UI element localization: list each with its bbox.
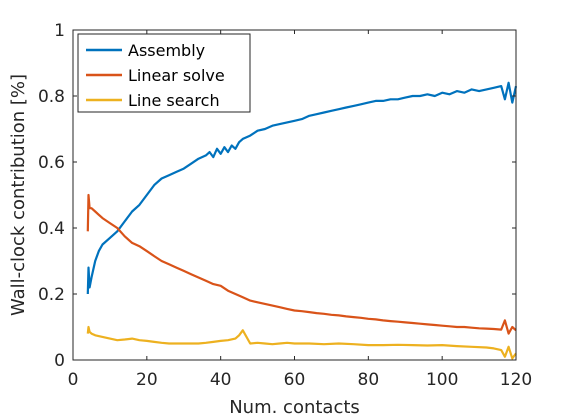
y-tick-label: 0.4 — [38, 219, 65, 239]
legend: Assembly Linear solve Line search — [77, 33, 251, 113]
series-line-1 — [86, 193, 517, 335]
y-axis: 0 0.2 0.4 0.6 0.8 1 — [38, 21, 516, 371]
x-tick-label: 80 — [358, 370, 380, 390]
y-tick-label: 1 — [54, 21, 65, 41]
series-line-0 — [86, 81, 518, 295]
x-tick-label: 60 — [284, 370, 306, 390]
series-layer — [86, 81, 518, 360]
series-line-2 — [86, 325, 517, 360]
y-axis-label: Wall-clock contribution [%] — [8, 74, 29, 316]
x-tick-label: 100 — [426, 370, 458, 390]
legend-label-2: Line search — [128, 91, 220, 110]
x-tick-label: 40 — [210, 370, 232, 390]
x-tick-label: 20 — [136, 370, 158, 390]
x-axis: 0 20 40 60 80 100 120 — [68, 30, 532, 390]
legend-label-1: Linear solve — [128, 66, 225, 85]
y-tick-label: 0.2 — [38, 285, 65, 305]
y-tick-label: 0.8 — [38, 87, 65, 107]
x-axis-label: Num. contacts — [229, 397, 360, 418]
y-tick-label: 0.6 — [38, 153, 65, 173]
y-tick-label: 0 — [54, 351, 65, 371]
legend-label-0: Assembly — [128, 41, 205, 60]
x-tick-label: 120 — [500, 370, 532, 390]
x-tick-label: 0 — [68, 370, 79, 390]
